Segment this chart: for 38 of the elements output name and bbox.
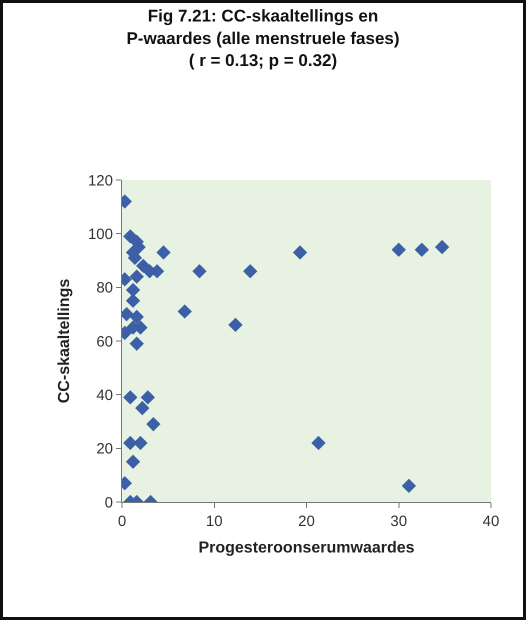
point [292,245,308,260]
x-tick-label: 0 [118,513,126,530]
x-tick-label: 10 [206,513,223,530]
point [311,436,326,450]
point [130,269,144,284]
point [130,336,144,351]
chart-title: Fig 7.21: CC-skaaltellings en P-waardes (alle menstruele fases) ( r = 0.13; p = 0.32) [126,6,400,70]
y-tick-label: 120 [88,172,113,190]
point [126,294,140,308]
point [133,436,148,450]
x-tick-label: 40 [482,513,500,530]
y-tick-label: 80 [96,280,113,297]
x-tick-label: 20 [298,513,315,530]
point [135,400,150,416]
y-tick-label: 20 [96,440,113,458]
point [156,245,171,260]
y-tick-label: 0 [104,494,113,512]
y-tick-label: 40 [96,386,113,404]
point [434,240,450,254]
point [243,264,258,278]
point [402,478,416,494]
point [130,310,144,324]
point [414,242,429,257]
point [178,304,192,319]
point [136,258,150,274]
point [228,318,243,332]
point [192,264,207,278]
point [392,242,406,257]
y-tick-label: 60 [96,333,113,350]
point [140,390,155,404]
point [126,282,140,298]
x-axis-title: Progesteroonserumwaardes [198,540,415,557]
x-tick-label: 30 [390,513,408,530]
y-tick-label: 100 [88,226,113,243]
point [146,417,161,432]
y-axis-title: CC-skaaltellings [56,278,73,404]
point [126,454,140,469]
point [123,390,138,404]
